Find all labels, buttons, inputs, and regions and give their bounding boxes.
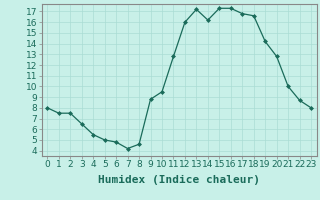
X-axis label: Humidex (Indice chaleur): Humidex (Indice chaleur) xyxy=(98,175,260,185)
